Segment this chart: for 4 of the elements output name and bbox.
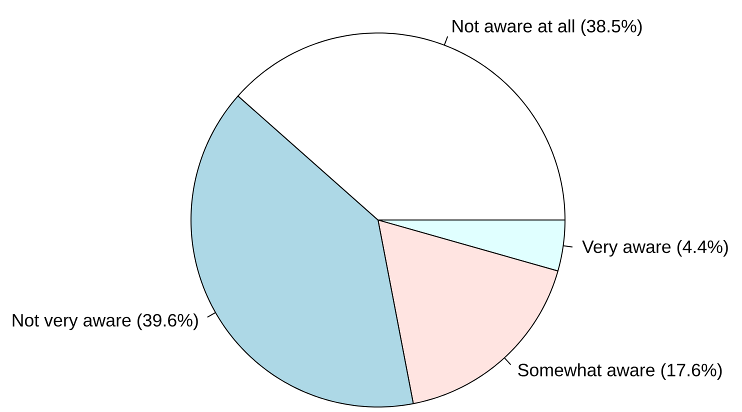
slice-label: Not aware at all (38.5%) xyxy=(452,19,642,36)
slice-label: Very aware (4.4%) xyxy=(582,240,728,257)
slice-label: Not very aware (39.6%) xyxy=(12,314,198,330)
slice-label: Somewhat aware (17.6%) xyxy=(518,363,722,380)
